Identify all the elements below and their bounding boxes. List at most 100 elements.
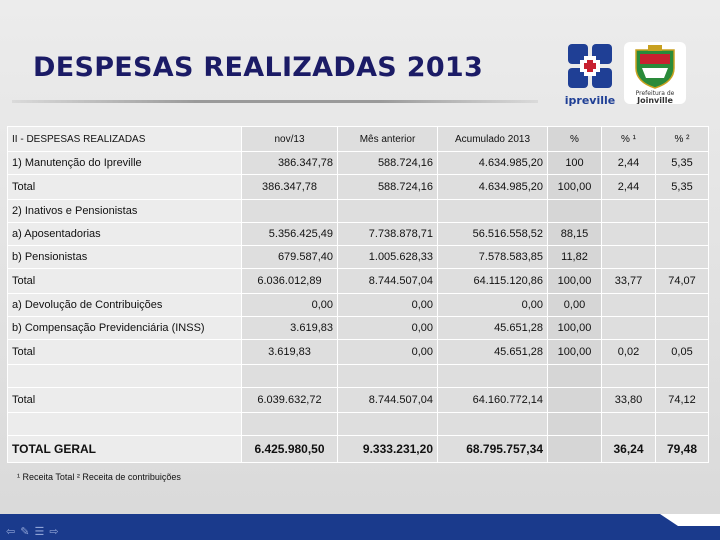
ipreville-logo-text: ipreville (565, 94, 615, 107)
cell-accumulated-2013: 68.795.757,34 (437, 435, 548, 463)
cell-nov13 (241, 364, 338, 388)
cell-pct: 100,00 (547, 316, 602, 340)
ipreville-logo: ipreville (565, 44, 615, 107)
cell-pct (547, 435, 602, 463)
cell-pct-revenue-total: 33,77 (601, 268, 656, 294)
table-row: a) Aposentadorias 5.356.425,49 7.738.878,7… (7, 222, 709, 246)
cell-accumulated-2013: 0,00 (437, 293, 548, 317)
joinville-logo: Prefeitura de Joinville (624, 42, 686, 105)
nav-back-icon[interactable]: ⇦ (6, 526, 21, 538)
cell-previous-month: 8.744.507,04 (337, 268, 438, 294)
slide-nav[interactable]: ⇦✎☰⇨ (6, 525, 64, 538)
cell-nov13: 6.039.632,72 (241, 387, 338, 413)
cell-pct (547, 387, 602, 413)
table-row (7, 364, 709, 388)
header-description: II - DESPESAS REALIZADAS (7, 126, 242, 152)
cell-description: Total (7, 339, 242, 365)
table-row: 2) Inativos e Pensionistas (7, 199, 709, 223)
cell-pct: 11,82 (547, 245, 602, 269)
cell-pct-contributions (655, 316, 709, 340)
nav-forward-icon[interactable]: ⇨ (49, 526, 64, 538)
table-row: Total 386.347,78 588.724,16 4.634.985,20 100… (7, 174, 709, 200)
table-row: 1) Manutenção do Ipreville 386.347,78 588.… (7, 151, 709, 175)
expenses-table: II - DESPESAS REALIZADAS nov/13 Mês anteri… (7, 126, 709, 463)
cell-nov13: 386.347,78 (241, 151, 338, 175)
cell-pct-contributions: 5,35 (655, 174, 709, 200)
table-row: a) Devolução de Contribuições 0,00 0,00 0,0… (7, 293, 709, 317)
cell-pct-contributions: 79,48 (655, 435, 709, 463)
cell-previous-month: 588.724,16 (337, 151, 438, 175)
cell-pct-revenue-total (601, 412, 656, 436)
cell-nov13: 3.619,83 (241, 316, 338, 340)
cell-description: 2) Inativos e Pensionistas (7, 199, 242, 223)
cell-description (7, 412, 242, 436)
cell-pct-contributions: 74,12 (655, 387, 709, 413)
cell-accumulated-2013 (437, 412, 548, 436)
cell-description: a) Devolução de Contribuições (7, 293, 242, 317)
cell-accumulated-2013: 64.160.772,14 (437, 387, 548, 413)
cell-pct (547, 199, 602, 223)
table-row: Total 6.036.012,89 8.744.507,04 64.115.120,… (7, 268, 709, 294)
cell-nov13: 3.619,83 (241, 339, 338, 365)
cell-pct-revenue-total: 33,80 (601, 387, 656, 413)
cell-pct: 100,00 (547, 174, 602, 200)
cell-pct-contributions (655, 199, 709, 223)
cell-pct-contributions (655, 245, 709, 269)
bottom-bar (0, 514, 720, 540)
cell-pct-revenue-total: 2,44 (601, 151, 656, 175)
cell-previous-month (337, 412, 438, 436)
cell-pct-revenue-total: 36,24 (601, 435, 656, 463)
cell-description: Total (7, 174, 242, 200)
cell-previous-month: 9.333.231,20 (337, 435, 438, 463)
cell-pct-contributions: 74,07 (655, 268, 709, 294)
cell-accumulated-2013: 45.651,28 (437, 339, 548, 365)
table-row: Total 6.039.632,72 8.744.507,04 64.160.772,… (7, 387, 709, 413)
cell-description (7, 364, 242, 388)
nav-pen-icon[interactable]: ✎ (20, 526, 35, 538)
cell-accumulated-2013: 7.578.583,85 (437, 245, 548, 269)
cell-pct (547, 364, 602, 388)
cell-pct: 88,15 (547, 222, 602, 246)
cell-accumulated-2013: 45.651,28 (437, 316, 548, 340)
header-nov13: nov/13 (241, 126, 338, 152)
cell-pct-revenue-total (601, 222, 656, 246)
cell-nov13 (241, 199, 338, 223)
joinville-logo-line2: Joinville (636, 96, 673, 104)
cell-previous-month (337, 199, 438, 223)
cell-nov13: 679.587,40 (241, 245, 338, 269)
cell-accumulated-2013: 56.516.558,52 (437, 222, 548, 246)
cell-nov13 (241, 412, 338, 436)
cell-pct-revenue-total (601, 316, 656, 340)
cell-description: b) Pensionistas (7, 245, 242, 269)
cell-accumulated-2013 (437, 199, 548, 223)
cell-previous-month: 0,00 (337, 293, 438, 317)
table-header-row: II - DESPESAS REALIZADAS nov/13 Mês anteri… (7, 126, 709, 152)
cell-accumulated-2013 (437, 364, 548, 388)
header-pct-contributions: % ² (655, 126, 709, 152)
cell-description: Total (7, 268, 242, 294)
cell-description: Total (7, 387, 242, 413)
cell-pct: 100,00 (547, 268, 602, 294)
cell-nov13: 6.036.012,89 (241, 268, 338, 294)
cell-pct-revenue-total: 0,02 (601, 339, 656, 365)
header-accumulated-2013: Acumulado 2013 (437, 126, 548, 152)
cell-nov13: 0,00 (241, 293, 338, 317)
cell-pct-contributions (655, 222, 709, 246)
cell-previous-month: 1.005.628,33 (337, 245, 438, 269)
table-row (7, 412, 709, 436)
cell-accumulated-2013: 4.634.985,20 (437, 151, 548, 175)
cell-previous-month: 0,00 (337, 316, 438, 340)
cell-accumulated-2013: 64.115.120,86 (437, 268, 548, 294)
expenses-table-container: II - DESPESAS REALIZADAS nov/13 Mês anteri… (7, 126, 709, 463)
bottom-bar-notch (660, 514, 720, 526)
cell-pct-revenue-total (601, 293, 656, 317)
cell-pct-revenue-total (601, 245, 656, 269)
table-row: Total 3.619,83 0,00 45.651,28 100,00 0,02 0,05 (7, 339, 709, 365)
nav-menu-icon[interactable]: ☰ (34, 526, 50, 538)
cell-previous-month: 588.724,16 (337, 174, 438, 200)
cell-pct-revenue-total (601, 199, 656, 223)
cell-pct (547, 412, 602, 436)
cell-pct-contributions (655, 412, 709, 436)
header-pct-revenue-total: % ¹ (601, 126, 656, 152)
cell-previous-month: 7.738.878,71 (337, 222, 438, 246)
